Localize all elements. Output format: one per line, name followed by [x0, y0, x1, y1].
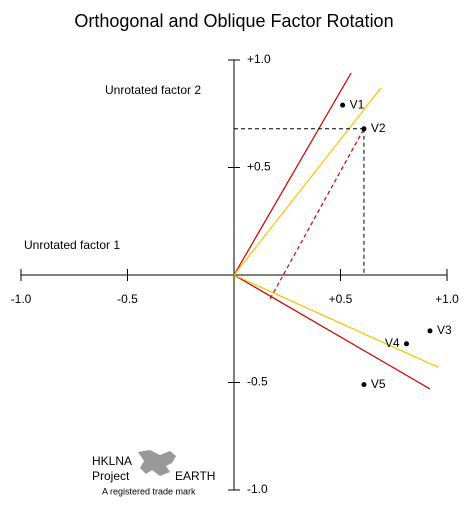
point-label: V2: [371, 121, 386, 135]
logo-text: HKLNA: [92, 454, 132, 468]
axis-annotation: Unrotated factor 1: [24, 238, 120, 252]
point: [361, 126, 367, 132]
point: [340, 102, 346, 108]
point: [427, 328, 433, 334]
logo-tagline: A registered trade mark: [102, 486, 196, 496]
axis-annotation: Unrotated factor 2: [105, 83, 201, 97]
y-tick-label: +1.0: [247, 52, 271, 66]
x-tick-label: +1.0: [435, 292, 459, 306]
point-label: V5: [371, 377, 386, 391]
x-tick-label: -0.5: [117, 292, 138, 306]
point: [404, 341, 410, 347]
logo-text: EARTH: [175, 469, 215, 483]
y-tick-label: +0.5: [247, 160, 271, 174]
point: [361, 382, 367, 388]
logo-image: [138, 450, 176, 476]
y-tick-label: -1.0: [247, 482, 268, 496]
rotated-axis: [233, 274, 439, 368]
logo-text: Project: [92, 469, 130, 483]
point-label: V4: [385, 336, 400, 350]
rotated-axis: [233, 274, 431, 390]
y-tick-label: -0.5: [247, 375, 268, 389]
chart-title: Orthogonal and Oblique Factor Rotation: [74, 11, 393, 31]
x-tick-label: -1.0: [11, 292, 32, 306]
point-label: V1: [350, 97, 365, 111]
point-label: V3: [437, 323, 452, 337]
projection-line: [269, 128, 365, 299]
rotated-axis: [233, 72, 352, 276]
x-tick-label: +0.5: [329, 292, 353, 306]
rotated-axis: [233, 87, 382, 276]
